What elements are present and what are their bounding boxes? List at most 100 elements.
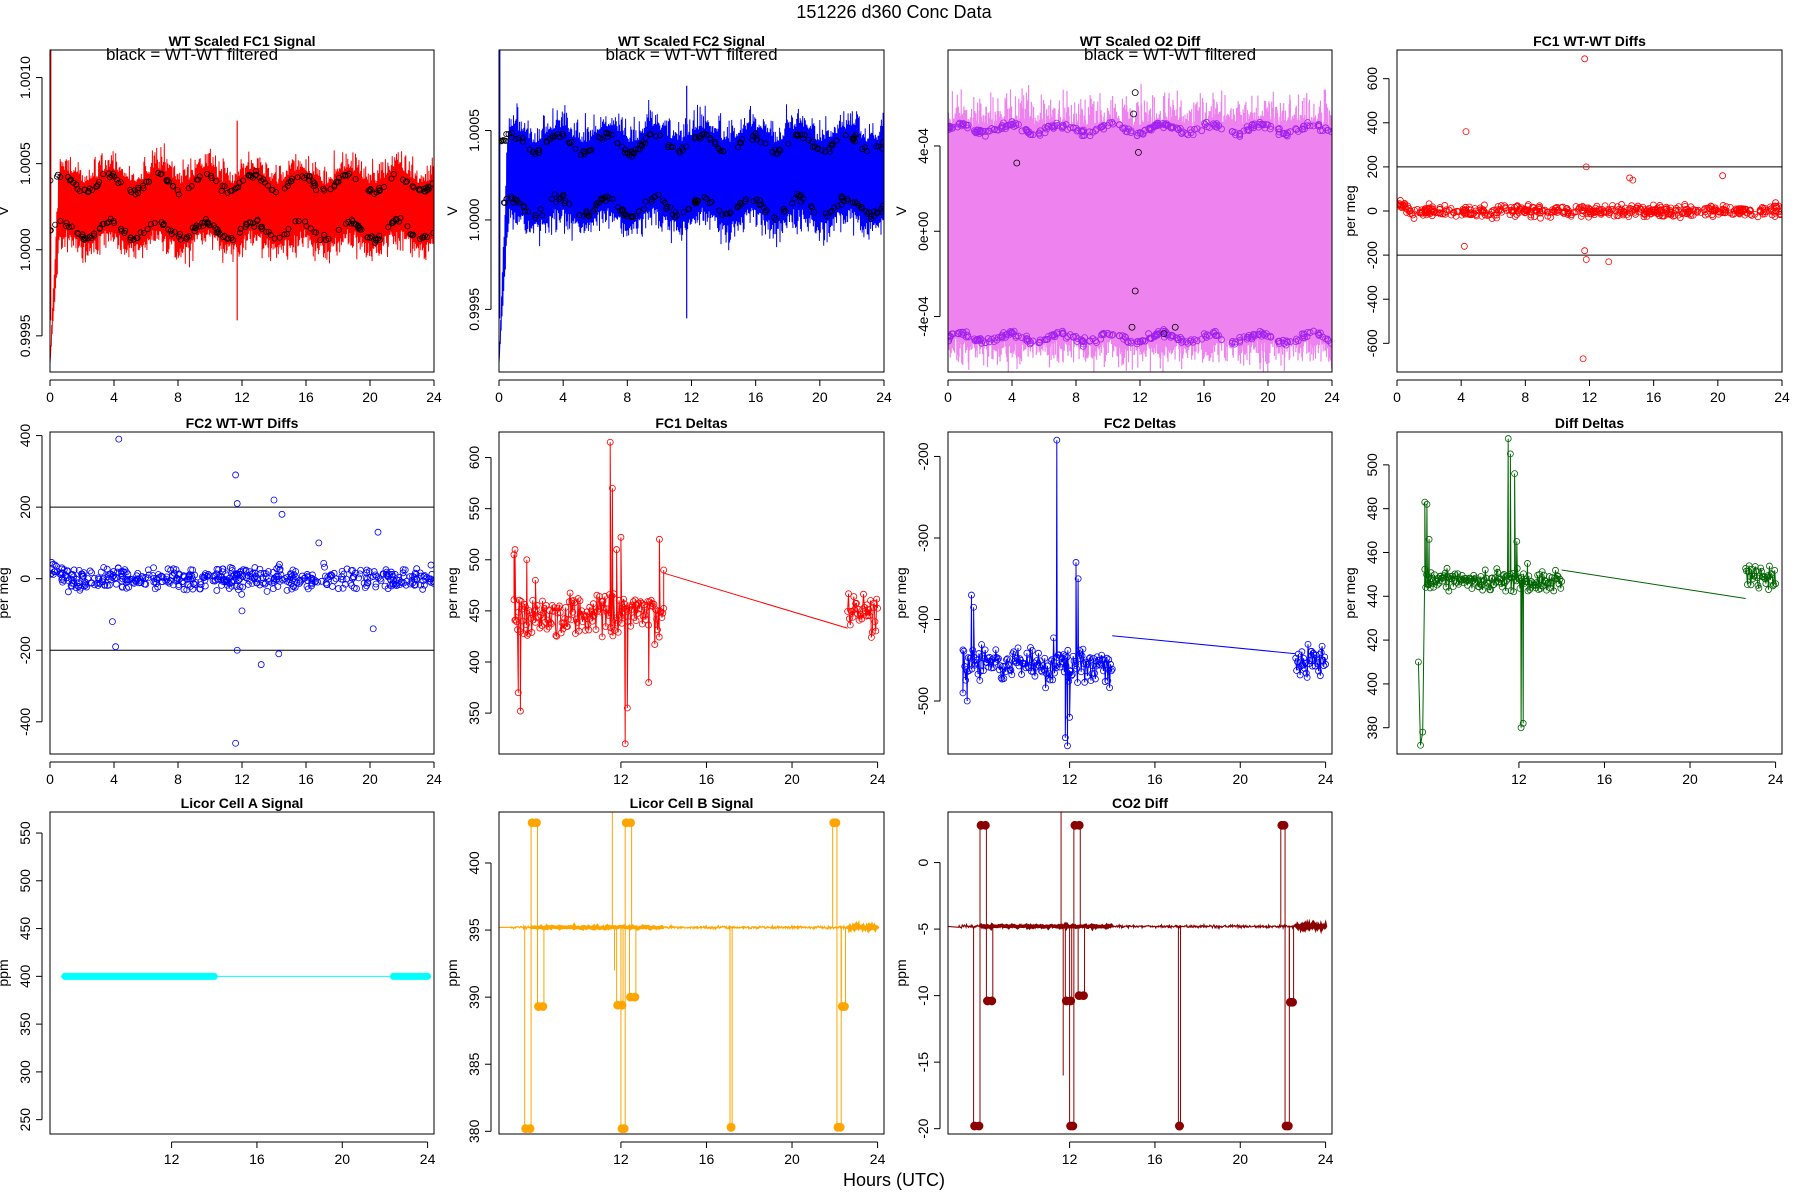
data-point	[1683, 210, 1691, 218]
outlier-point	[1581, 247, 1589, 255]
data-point	[1751, 563, 1759, 570]
filtered-point	[521, 208, 528, 215]
y-axis-label: V	[444, 206, 460, 216]
data-point	[1026, 656, 1033, 664]
filtered-point	[532, 212, 539, 219]
pulse-line	[1077, 926, 1086, 997]
data-point	[1772, 580, 1779, 588]
data-point	[1709, 213, 1717, 220]
data-point	[1506, 570, 1514, 578]
data-point	[1609, 202, 1616, 209]
data-point	[1072, 559, 1080, 566]
data-point	[1736, 207, 1743, 215]
data-point	[427, 561, 434, 569]
filtered-point	[648, 198, 655, 205]
x-tick-label: 16	[249, 1151, 265, 1167]
y-axis-label: per meg	[444, 567, 460, 618]
data-point	[1559, 208, 1567, 216]
data-point	[1519, 719, 1527, 727]
data-point	[269, 569, 277, 576]
filtered-point	[100, 171, 107, 178]
filtered-point	[838, 201, 845, 208]
data-point	[58, 564, 66, 572]
data-point	[1097, 335, 1105, 343]
data-point	[78, 572, 86, 580]
data-point	[1778, 208, 1782, 216]
filtered-point	[404, 178, 411, 185]
filtered-point	[423, 184, 430, 191]
y-tick-label: 450	[466, 599, 482, 623]
data-point	[1726, 203, 1734, 211]
data-point	[1425, 535, 1433, 543]
filtered-point	[236, 229, 243, 236]
data-point	[1163, 331, 1171, 339]
data-point	[1046, 676, 1054, 684]
panel-p1: WT Scaled FC1 Signal V 0 4 8 12 16 20 24 0.9995 1.…	[0, 33, 442, 405]
data-point	[1015, 121, 1022, 128]
filtered-point	[734, 204, 741, 211]
x-tick-label: 24	[870, 1151, 886, 1167]
data-point	[263, 587, 271, 595]
data-point	[590, 612, 598, 619]
plot-area	[1397, 55, 1782, 363]
data-point	[1074, 575, 1082, 583]
filtered-point	[188, 183, 195, 190]
data-point	[1099, 667, 1107, 675]
y-tick-label: 400	[17, 424, 33, 448]
data-point	[154, 583, 162, 591]
filtered-point	[1013, 159, 1021, 167]
data-point	[983, 659, 991, 667]
filtered-point	[519, 135, 526, 142]
data-point	[1260, 120, 1267, 128]
x-tick-label: 4	[559, 389, 567, 405]
pulse-line	[1284, 926, 1290, 1127]
filtered-point	[348, 216, 355, 223]
data-point	[1236, 336, 1244, 344]
data-point	[844, 607, 852, 615]
filtered-point	[622, 149, 629, 156]
filtered-point	[335, 226, 342, 233]
data-point	[1324, 337, 1332, 344]
data-point	[1141, 337, 1149, 345]
data-point	[1770, 581, 1778, 589]
filtered-point	[163, 177, 170, 184]
data-point	[1080, 660, 1088, 667]
data-point	[1041, 654, 1049, 662]
filtered-point	[636, 146, 643, 153]
pulse-line	[628, 927, 637, 998]
y-tick-label: -400	[915, 605, 931, 633]
data-point	[1494, 568, 1502, 576]
data-point	[579, 618, 586, 626]
data-point	[1429, 577, 1437, 585]
data-point	[1116, 332, 1123, 340]
filtered-point	[195, 176, 202, 183]
filtered-point	[97, 225, 104, 232]
data-point	[565, 598, 573, 606]
filtered-point	[614, 140, 621, 147]
pulse-point	[630, 992, 640, 1002]
data-point	[999, 123, 1006, 131]
data-point	[1077, 668, 1085, 676]
data-point	[210, 572, 218, 579]
filtered-point	[554, 130, 561, 137]
filtered-point	[560, 132, 567, 139]
data-point	[1310, 651, 1318, 659]
filtered-point	[640, 205, 647, 212]
plot-frame	[947, 431, 1333, 755]
data-point	[1423, 500, 1431, 508]
data-point	[531, 619, 539, 626]
data-point	[866, 612, 874, 620]
data-point	[1583, 204, 1591, 212]
filtered-point	[356, 224, 363, 231]
data-point	[1023, 649, 1031, 657]
annotation-text: black = WT-WT filtered	[605, 45, 777, 64]
panel-title: FC2 WT-WT Diffs	[186, 415, 299, 431]
y-tick-label: 440	[1364, 584, 1380, 608]
data-point	[112, 574, 120, 582]
data-point	[1572, 208, 1580, 216]
outlier-point	[1582, 256, 1590, 263]
data-point	[1193, 337, 1201, 344]
data-point	[564, 615, 572, 623]
x-tick-label: 16	[1147, 1151, 1163, 1167]
